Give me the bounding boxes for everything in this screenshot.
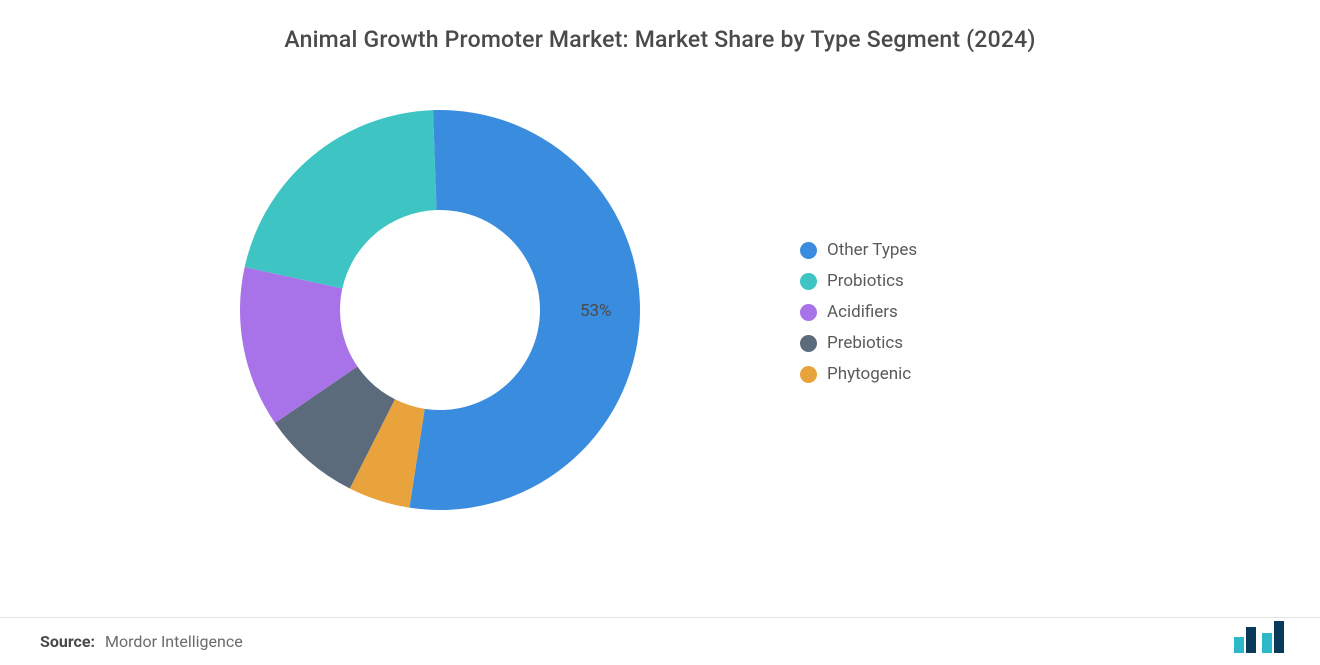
legend: Other Types Probiotics Acidifiers Prebiotic… [800,240,917,384]
legend-swatch [800,242,817,259]
source-text: Mordor Intelligence [105,632,243,651]
legend-label: Acidifiers [827,302,898,322]
slice-pct-label: 53% [580,301,612,321]
chart-title: Animal Growth Promoter Market: Market Sh… [0,0,1320,53]
legend-label: Prebiotics [827,333,903,353]
legend-item: Phytogenic [800,364,917,384]
donut-chart: 53% [230,100,650,520]
mordor-logo-icon [1232,617,1290,653]
chart-area: 53% Other Types Probiotics Acidifiers Prebi… [0,90,1320,570]
legend-swatch [800,366,817,383]
legend-label: Probiotics [827,271,904,291]
legend-item: Other Types [800,240,917,260]
legend-swatch [800,273,817,290]
legend-swatch [800,304,817,321]
source-prefix: Source: [40,632,95,651]
legend-item: Acidifiers [800,302,917,322]
legend-item: Prebiotics [800,333,917,353]
legend-label: Other Types [827,240,917,260]
legend-item: Probiotics [800,271,917,291]
footer: Source: Mordor Intelligence [0,617,1320,665]
legend-label: Phytogenic [827,364,911,384]
legend-swatch [800,335,817,352]
donut-slice [245,110,437,288]
